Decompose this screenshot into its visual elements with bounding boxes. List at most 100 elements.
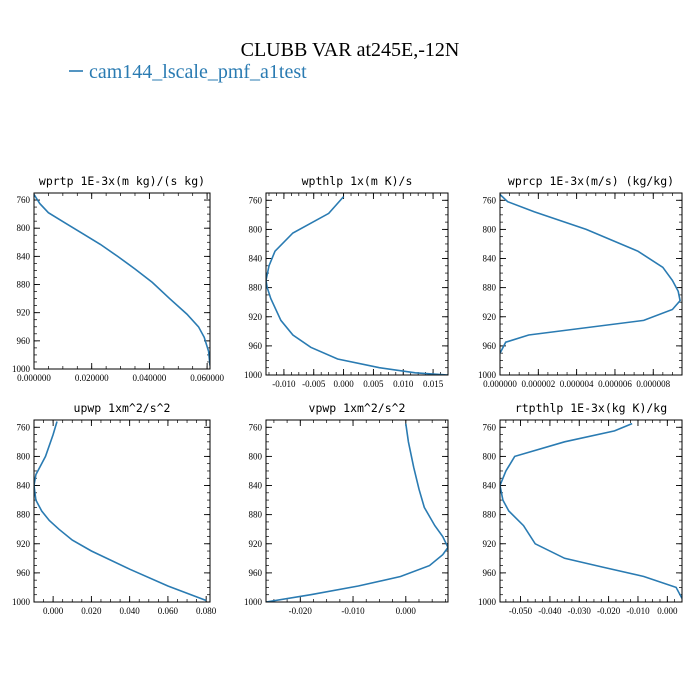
x-tick-label: 0.040000 (133, 373, 167, 383)
x-tick-label: 0.015 (423, 379, 444, 389)
y-tick-label: 960 (17, 568, 31, 578)
x-tick-label: -0.030 (568, 606, 592, 616)
chart-panel: wprtp 1E-3x(m kg)/(s kg) 0.000000 0.020000… (12, 174, 224, 383)
y-tick-label: 1000 (244, 370, 263, 380)
y-tick-label: 760 (17, 195, 31, 205)
series-line (500, 193, 681, 354)
x-tick-label: -0.010 (626, 606, 650, 616)
panel-frame (265, 192, 449, 376)
series-line (34, 193, 210, 366)
x-tick-label: 0.060000 (190, 373, 224, 383)
x-tick-label: 0.000 (657, 606, 678, 616)
x-tick-label: 0.000006 (598, 379, 632, 389)
panel-frame (33, 192, 211, 370)
y-tick-label: 920 (249, 539, 263, 549)
chart-panel: wpthlp 1x(m K)/s -0.010 -0.005 0.000 0.005 0.… (244, 174, 449, 389)
y-tick-label: 800 (249, 224, 263, 234)
figure-title: CLUBB VAR at245E,-12N (241, 39, 460, 61)
y-tick-label: 960 (249, 341, 263, 351)
x-tick-label: -0.005 (302, 379, 326, 389)
panel-frame (265, 419, 449, 603)
figure-legend: cam144_lscale_pmf_a1test (69, 61, 307, 83)
y-tick-label: 800 (17, 223, 31, 233)
y-tick-label: 760 (249, 422, 263, 432)
y-tick-label: 880 (17, 510, 31, 520)
panel-title: upwp 1xm^2/s^2 (74, 401, 171, 415)
panels-grid: wprtp 1E-3x(m kg)/(s kg) 0.000000 0.020000… (12, 174, 683, 616)
x-tick-label: -0.020 (289, 606, 313, 616)
x-tick-label: 0.000000 (483, 379, 517, 389)
y-tick-label: 1000 (12, 597, 31, 607)
y-tick-label: 800 (17, 451, 31, 461)
x-tick-label: -0.020 (597, 606, 621, 616)
x-tick-label: 0.080 (196, 606, 217, 616)
x-tick-label: -0.040 (538, 606, 562, 616)
panel-title: wprtp 1E-3x(m kg)/(s kg) (39, 174, 205, 188)
y-tick-label: 800 (249, 451, 263, 461)
chart-panel: wprcp 1E-3x(m/s) (kg/kg) 0.000000 0.000002… (478, 174, 683, 389)
x-tick-label: 0.000 (43, 606, 64, 616)
x-tick-label: 0.000004 (560, 379, 594, 389)
x-tick-label: -0.010 (341, 606, 365, 616)
panel-title: rtpthlp 1E-3x(kg K)/kg (515, 401, 667, 415)
series-line (34, 421, 207, 602)
y-tick-label: 1000 (478, 597, 497, 607)
y-tick-label: 920 (483, 312, 497, 322)
x-tick-label: 0.000002 (521, 379, 555, 389)
y-tick-label: 760 (483, 422, 497, 432)
x-tick-label: -0.050 (509, 606, 533, 616)
panel-frame (499, 192, 683, 376)
panel-frame (499, 419, 683, 603)
y-tick-label: 840 (17, 481, 31, 491)
series-line (500, 422, 682, 599)
y-tick-label: 920 (483, 539, 497, 549)
y-tick-label: 960 (483, 341, 497, 351)
y-tick-label: 840 (483, 254, 497, 264)
panel-frame (33, 419, 211, 603)
x-tick-label: 0.000000 (17, 373, 51, 383)
x-tick-label: 0.000008 (636, 379, 670, 389)
y-tick-label: 800 (483, 451, 497, 461)
y-tick-label: 920 (17, 308, 31, 318)
x-tick-label: -0.010 (272, 379, 296, 389)
y-tick-label: 920 (17, 539, 31, 549)
x-tick-label: 0.060 (158, 606, 179, 616)
x-tick-label: 0.005 (363, 379, 384, 389)
series-line (266, 423, 448, 602)
x-tick-label: 0.010 (393, 379, 414, 389)
y-tick-label: 840 (249, 254, 263, 264)
x-tick-label: 0.020000 (75, 373, 109, 383)
y-tick-label: 880 (17, 280, 31, 290)
series-line (266, 196, 448, 375)
chart-panel: upwp 1xm^2/s^2 0.000 0.020 0.040 0.060 0.080 7… (12, 401, 217, 616)
y-tick-label: 1000 (244, 597, 263, 607)
y-tick-label: 760 (17, 422, 31, 432)
panel-title: wpthlp 1x(m K)/s (302, 174, 413, 188)
y-tick-label: 800 (483, 224, 497, 234)
x-tick-label: 0.020 (81, 606, 102, 616)
y-tick-label: 840 (483, 481, 497, 491)
panel-title: vpwp 1xm^2/s^2 (309, 401, 406, 415)
legend-label: cam144_lscale_pmf_a1test (89, 61, 307, 83)
y-tick-label: 1000 (478, 370, 497, 380)
x-tick-label: 0.040 (120, 606, 141, 616)
y-tick-label: 880 (249, 510, 263, 520)
panel-title: wprcp 1E-3x(m/s) (kg/kg) (508, 174, 674, 188)
y-tick-label: 880 (483, 283, 497, 293)
x-tick-label: 0.000 (333, 379, 354, 389)
chart-panel: vpwp 1xm^2/s^2 -0.020 -0.010 0.000 760 800 840… (244, 401, 449, 616)
y-tick-label: 840 (249, 481, 263, 491)
x-tick-label: 0.000 (396, 606, 417, 616)
y-tick-label: 760 (249, 195, 263, 205)
y-tick-label: 760 (483, 195, 497, 205)
y-tick-label: 920 (249, 312, 263, 322)
y-tick-label: 880 (249, 283, 263, 293)
y-tick-label: 1000 (12, 364, 31, 374)
y-tick-label: 880 (483, 510, 497, 520)
y-tick-label: 840 (17, 251, 31, 261)
y-tick-label: 960 (17, 336, 31, 346)
chart-panel: rtpthlp 1E-3x(kg K)/kg -0.050 -0.040 -0.030… (478, 401, 683, 616)
y-tick-label: 960 (483, 568, 497, 578)
y-tick-label: 960 (249, 568, 263, 578)
